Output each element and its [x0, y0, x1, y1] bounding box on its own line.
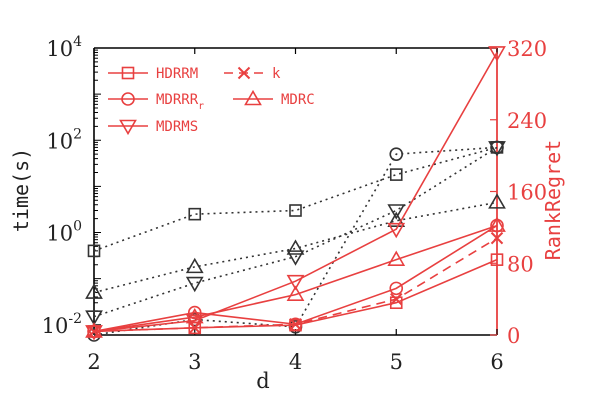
y-left-tick-label: 100 — [46, 219, 82, 246]
y-axis-label-left: time(s) — [9, 148, 33, 232]
y-right-tick-label: 240 — [507, 109, 547, 133]
time-point-MDRMS — [85, 310, 103, 326]
regret-point-MDRMS — [85, 325, 103, 341]
time-point-MDRMS — [286, 250, 305, 266]
legend-entry-MDRMS: MDRMS — [108, 119, 198, 136]
time-point-HDRRM — [87, 244, 101, 258]
y-left-tick-label: 10-2 — [42, 311, 82, 338]
x-axis-label: d — [256, 369, 269, 393]
regret-point-MDRC — [488, 216, 506, 232]
y-right-tick-label: 320 — [507, 37, 547, 61]
legend-entry-HDRRM: HDRRM — [108, 66, 198, 82]
y-right-tick-label: 0 — [507, 324, 520, 348]
time-point-MDRC — [85, 283, 103, 299]
x-tick-label: 3 — [188, 350, 201, 374]
time-point-MDRC — [387, 211, 406, 228]
y-left-tick-label: 104 — [46, 34, 82, 61]
regret-point-MDRMS — [185, 314, 204, 330]
time-point-MDRMS — [488, 141, 506, 157]
time-point-MDRC — [185, 257, 204, 274]
regret-point-MDRRR_r — [389, 281, 404, 296]
regret-point-k — [390, 292, 403, 306]
time-point-MDRRR_r — [389, 147, 404, 161]
regret-point-MDRC — [387, 250, 406, 266]
legend-marker-MDRMS — [119, 119, 137, 136]
regret-point-k — [87, 325, 101, 338]
regret-point-MDRC — [286, 285, 305, 301]
y-axis-label-right: RankRegret — [541, 140, 565, 260]
time-series-layer — [85, 140, 506, 342]
regret-point-HDRRM — [389, 296, 403, 310]
legend-label: HDRRM — [156, 66, 198, 82]
legend-label: MDRC — [281, 92, 315, 108]
x-tick-label: 5 — [390, 350, 403, 374]
axis-labels: time(s) RankRegret d — [9, 140, 565, 393]
legend-label: k — [272, 66, 281, 82]
time-point-MDRMS — [185, 276, 204, 293]
regret-point-MDRC — [185, 307, 204, 324]
legend: HDRRM k MDRRRr MDRC MDRMS — [108, 66, 315, 136]
legend-entry-MDRC: MDRC — [233, 89, 315, 108]
time-series-line-HDRRM — [93, 146, 498, 252]
regret-series-layer — [85, 46, 506, 341]
time-point-HDRRM — [188, 207, 202, 221]
legend-label: MDRRRr — [156, 92, 204, 112]
time-point-MDRMS — [387, 204, 406, 220]
regret-point-MDRMS — [286, 274, 305, 291]
time-point-HDRRM — [289, 204, 302, 217]
regret-point-HDRRM — [490, 253, 504, 266]
regret-point-k — [490, 231, 504, 245]
legend-entry-MDRRR: MDRRRr — [108, 92, 204, 112]
legend-entry-k: k — [224, 66, 281, 82]
y-right-tick-label: 160 — [507, 181, 547, 205]
y-right-tick-label: 80 — [507, 252, 534, 276]
legend-marker-MDRRR — [121, 92, 135, 106]
x-tick-label: 6 — [490, 350, 503, 374]
legend-label: MDRMS — [156, 119, 198, 135]
time-series-line-MDRMS — [93, 146, 498, 318]
legend-marker-MDRC — [244, 89, 262, 106]
time-point-HDRRM — [389, 168, 403, 181]
y-left-tick-label: 102 — [46, 126, 82, 153]
regret-point-MDRMS — [387, 222, 406, 239]
regret-point-MDRRR_r — [187, 305, 202, 320]
regret-series-line-MDRC — [93, 224, 498, 333]
regret-series-line-MDRMS — [93, 52, 498, 333]
x-tick-label: 4 — [289, 350, 302, 374]
legend-marker-HDRRM — [121, 66, 135, 80]
ticks: 2 3 4 5 6 10-2 100 102 104 0 80 160 240 320 — [42, 34, 547, 374]
regret-point-MDRRR_r — [288, 317, 303, 332]
time-point-MDRC — [488, 193, 506, 209]
regret-point-MDRMS — [488, 46, 506, 62]
time-point-MDRC — [286, 239, 305, 255]
regret-series-line-MDRRR_r — [93, 224, 498, 333]
legend-marker-k — [237, 66, 251, 80]
x-tick-label: 2 — [87, 350, 100, 374]
